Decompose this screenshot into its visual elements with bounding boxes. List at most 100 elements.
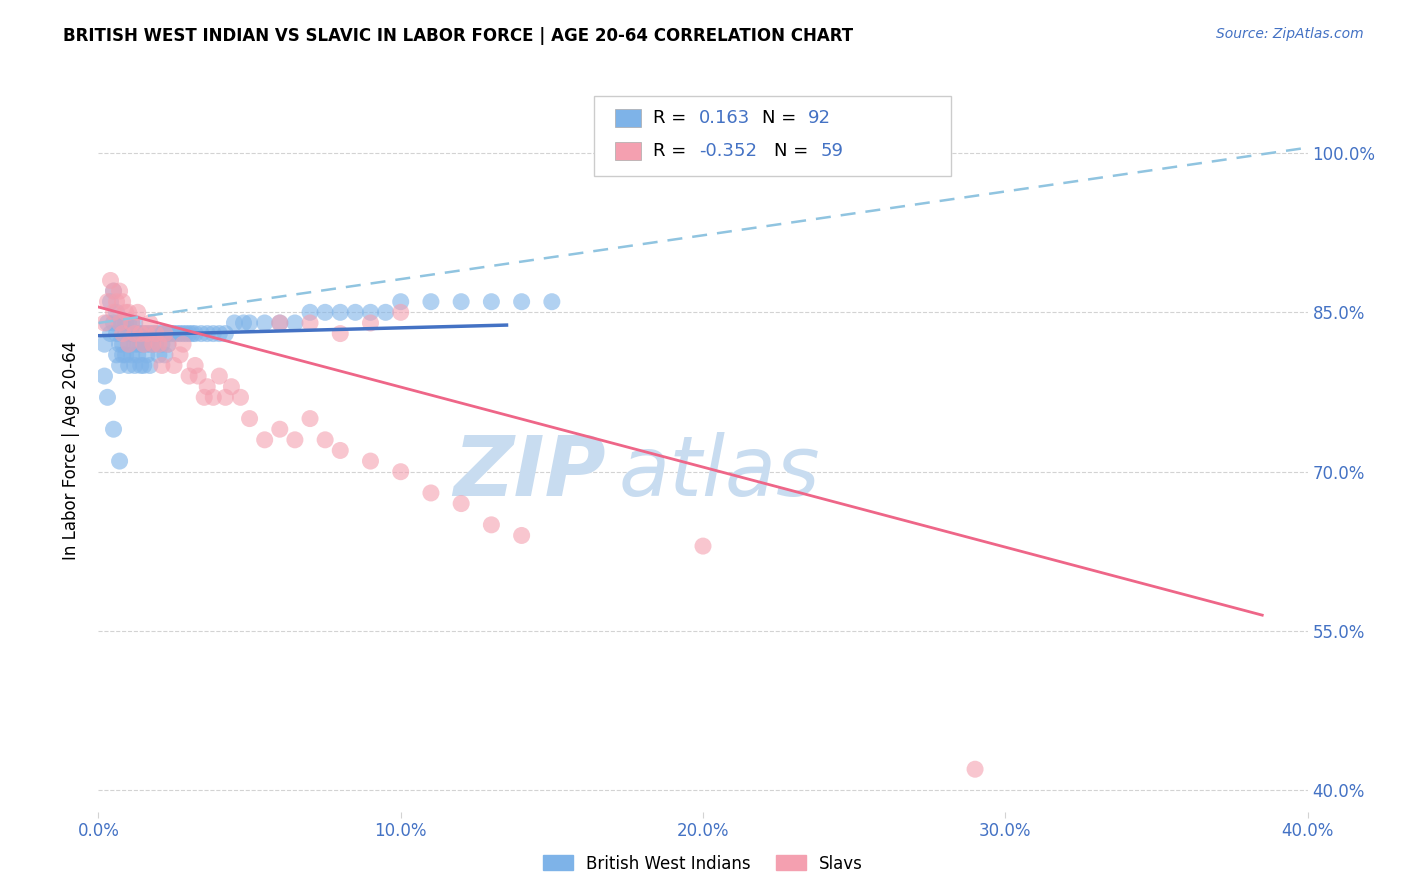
Point [96,294,118,309]
Point [329,326,352,341]
Point [329,305,352,319]
Point [166,326,188,341]
Point [111,316,134,330]
Point [145,326,167,341]
Point [239,411,262,425]
Point [103,316,125,330]
Point [389,305,412,319]
Point [481,517,503,532]
Point [692,539,714,553]
FancyBboxPatch shape [614,109,641,127]
Text: R =: R = [654,142,692,160]
Point [208,326,231,341]
Text: 92: 92 [808,109,831,127]
Point [202,390,225,404]
Point [135,348,157,362]
Point [208,369,231,384]
Point [389,294,412,309]
Point [284,433,307,447]
Point [172,337,194,351]
Point [118,337,141,351]
Point [114,316,136,330]
Point [329,443,352,458]
Point [129,337,152,351]
Point [111,294,134,309]
Point [253,433,276,447]
Point [156,337,179,351]
Point [118,316,141,330]
Point [139,326,162,341]
Point [232,316,254,330]
Point [132,337,155,351]
Y-axis label: In Labor Force | Age 20-64: In Labor Force | Age 20-64 [62,341,80,560]
Point [284,316,307,330]
Point [148,326,170,341]
Point [160,326,183,341]
Point [139,316,162,330]
Point [420,294,443,309]
Point [510,528,533,542]
Point [108,316,131,330]
Point [100,326,122,341]
Point [150,326,173,341]
Point [150,337,173,351]
Point [481,294,503,309]
Point [135,326,157,341]
Point [360,305,382,319]
Point [132,326,155,341]
Point [108,359,131,373]
Point [224,316,246,330]
Point [540,294,562,309]
Point [103,305,125,319]
Point [450,294,472,309]
Point [142,337,165,351]
Point [105,348,128,362]
Point [111,337,134,351]
Point [239,316,262,330]
Point [360,454,382,468]
Point [118,337,141,351]
Point [142,326,165,341]
Point [174,326,197,341]
Point [132,337,155,351]
Point [121,316,143,330]
Text: 0.163: 0.163 [699,109,751,127]
Point [124,359,146,373]
Point [105,326,128,341]
Point [389,465,412,479]
Point [169,326,191,341]
Point [269,422,291,436]
Text: 59: 59 [820,142,844,160]
Point [114,305,136,319]
Point [121,326,143,341]
Point [142,337,165,351]
Point [100,294,122,309]
Point [195,326,218,341]
Point [179,369,201,384]
Point [172,326,194,341]
Point [135,326,157,341]
Point [965,762,987,776]
Point [129,326,152,341]
Point [135,337,157,351]
Point [221,380,243,394]
Point [510,294,533,309]
Point [229,390,252,404]
Legend: British West Indians, Slavs: British West Indians, Slavs [536,848,870,880]
Point [202,326,225,341]
Point [93,316,115,330]
Point [118,305,141,319]
Point [169,348,191,362]
Point [145,337,167,351]
Point [253,316,276,330]
Point [269,316,291,330]
Text: R =: R = [654,109,692,127]
Point [299,305,322,319]
Point [269,316,291,330]
Point [127,348,149,362]
Point [108,454,131,468]
Point [181,326,204,341]
Point [195,380,218,394]
Point [299,411,322,425]
Point [187,369,209,384]
